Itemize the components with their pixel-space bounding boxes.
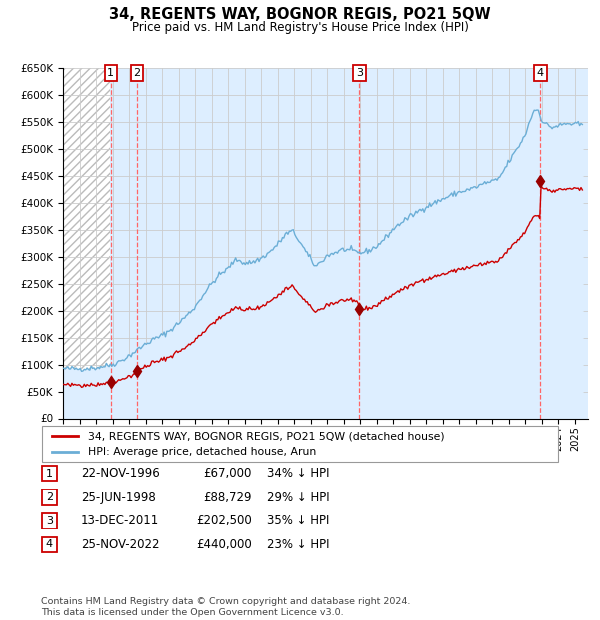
- Text: 3: 3: [356, 68, 363, 78]
- Text: 1: 1: [46, 469, 53, 479]
- Text: Price paid vs. HM Land Registry's House Price Index (HPI): Price paid vs. HM Land Registry's House …: [131, 21, 469, 34]
- Text: HPI: Average price, detached house, Arun: HPI: Average price, detached house, Arun: [88, 447, 317, 457]
- Text: 25-JUN-1998: 25-JUN-1998: [81, 491, 156, 503]
- Text: 25-NOV-2022: 25-NOV-2022: [81, 538, 160, 551]
- Text: £202,500: £202,500: [196, 515, 252, 527]
- Text: £440,000: £440,000: [196, 538, 252, 551]
- Text: 22-NOV-1996: 22-NOV-1996: [81, 467, 160, 480]
- Text: £88,729: £88,729: [203, 491, 252, 503]
- Text: 23% ↓ HPI: 23% ↓ HPI: [267, 538, 329, 551]
- Text: 29% ↓ HPI: 29% ↓ HPI: [267, 491, 329, 503]
- Text: 2: 2: [46, 492, 53, 502]
- Text: 4: 4: [536, 68, 544, 78]
- Text: Contains HM Land Registry data © Crown copyright and database right 2024.
This d: Contains HM Land Registry data © Crown c…: [41, 598, 410, 617]
- Text: 3: 3: [46, 516, 53, 526]
- Text: 1: 1: [107, 68, 114, 78]
- Text: 34% ↓ HPI: 34% ↓ HPI: [267, 467, 329, 480]
- Text: £67,000: £67,000: [203, 467, 252, 480]
- Text: 34, REGENTS WAY, BOGNOR REGIS, PO21 5QW: 34, REGENTS WAY, BOGNOR REGIS, PO21 5QW: [109, 7, 491, 22]
- Text: 4: 4: [46, 539, 53, 549]
- Text: 13-DEC-2011: 13-DEC-2011: [81, 515, 159, 527]
- Text: 2: 2: [134, 68, 140, 78]
- Text: 34, REGENTS WAY, BOGNOR REGIS, PO21 5QW (detached house): 34, REGENTS WAY, BOGNOR REGIS, PO21 5QW …: [88, 431, 445, 441]
- Text: 35% ↓ HPI: 35% ↓ HPI: [267, 515, 329, 527]
